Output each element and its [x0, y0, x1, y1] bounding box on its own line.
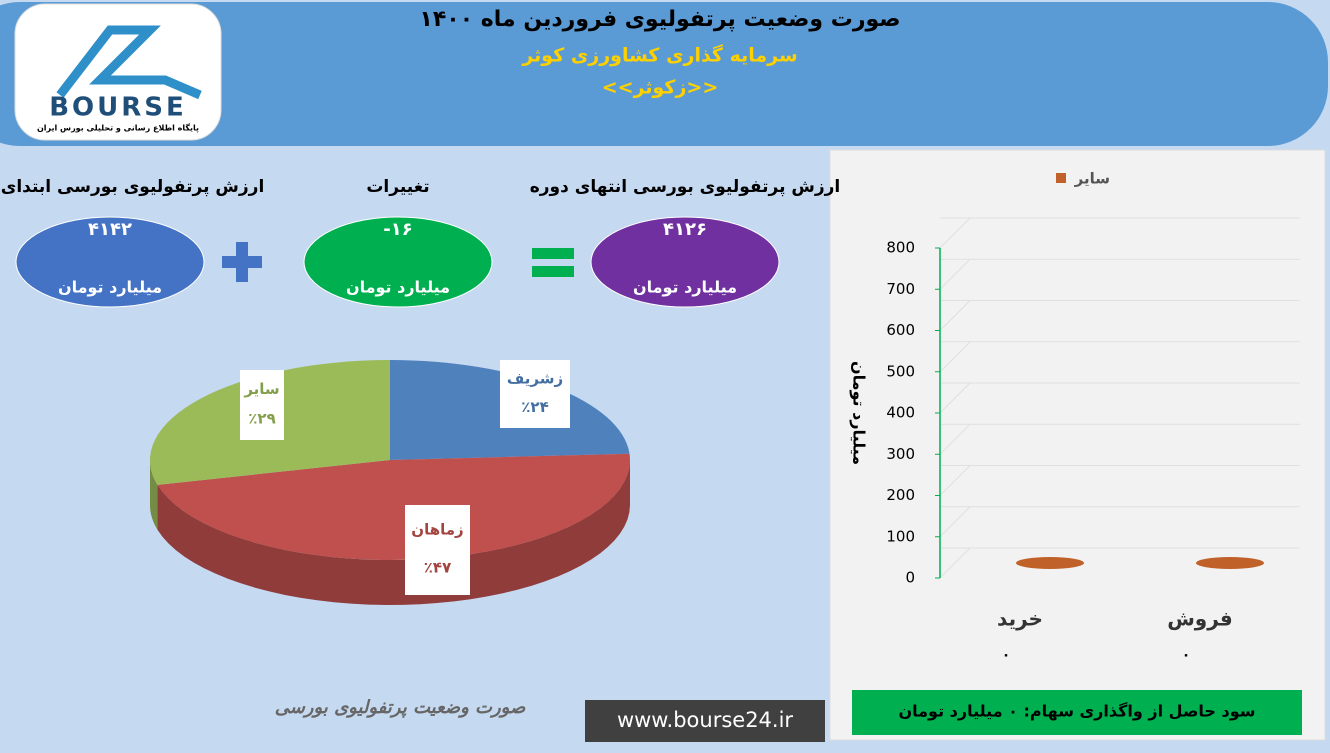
pie-label-name: زشریف: [507, 370, 563, 388]
bar-panel: [829, 149, 1326, 741]
logo-box: [14, 3, 222, 141]
pie-label-value: ٪۲۹: [248, 410, 275, 428]
x-tick-label: خرید: [997, 607, 1043, 631]
summary-oval: [590, 216, 780, 308]
pie-label-name: زماهان: [411, 521, 463, 539]
header-band: [0, 2, 1328, 146]
y-tick-label: 200: [886, 486, 915, 504]
header-title: صورت وضعیت پرتفولیوی فروردین ماه ۱۴۰۰: [419, 7, 900, 32]
y-axis-title: میلیارد تومان: [850, 361, 869, 465]
summary-unit: میلیارد تومان: [58, 278, 162, 297]
profit-text: سود حاصل از واگذاری سهام: ۰ میلیارد توما…: [898, 702, 1255, 721]
pie-side: [150, 460, 158, 530]
summary-label: ارزش پرتفولیوی بورسی انتهای دوره: [530, 177, 841, 197]
pie-side: [157, 460, 630, 605]
y-tick-label: 500: [886, 362, 915, 380]
summary-oval: [15, 216, 205, 308]
pie-label-name: سایر: [243, 380, 279, 398]
grid-line: [939, 300, 971, 331]
legend-label: سایر: [1074, 170, 1110, 188]
grid-line: [939, 382, 971, 414]
grid-line: [939, 465, 971, 496]
summary-label: ارزش پرتفولیوی بورسی ابتدای دوره: [0, 177, 264, 197]
logo-mark: [56, 25, 202, 100]
summary-unit: میلیارد تومان: [346, 278, 450, 297]
pie-label-box: [240, 370, 284, 440]
plus: [222, 242, 262, 282]
summary-value: ۴۱۴۲: [88, 219, 132, 240]
y-tick-label: 800: [886, 239, 915, 257]
header-symbol: <<زکوثر>>: [602, 77, 719, 99]
summary-value: -۱۶: [383, 219, 412, 240]
y-tick-label: 700: [886, 280, 915, 298]
bar-value-label: ۰: [1002, 647, 1011, 663]
website-box: [585, 700, 825, 742]
summary-label: تغییرات: [366, 177, 429, 197]
y-tick-label: 100: [886, 527, 915, 545]
logo-tagline: پایگاه اطلاع رسانی و تحلیلی بورس ایران: [37, 123, 199, 134]
summary-value: ۴۱۲۶: [663, 219, 707, 240]
equals: [532, 248, 574, 277]
grid-line: [939, 423, 971, 455]
y-tick-label: 0: [905, 569, 915, 587]
profit-box: [852, 690, 1302, 735]
pie-slice: [157, 453, 630, 560]
bar-top: [1196, 557, 1264, 569]
y-tick-label: 300: [886, 445, 915, 463]
website: www.bourse24.ir: [617, 708, 793, 732]
summary-oval: [303, 216, 493, 308]
grid-line: [939, 506, 971, 538]
bar-value-label: ۰: [1182, 647, 1191, 663]
pie-label-value: ٪۲۴: [521, 398, 548, 416]
grid-line: [939, 258, 971, 290]
header-company: سرمایه گذاری کشاورزی کوثر: [521, 44, 797, 67]
grid-line: [939, 547, 971, 579]
pie-label-box: [500, 360, 570, 428]
y-tick-label: 400: [886, 404, 915, 422]
grid-line: [939, 341, 971, 373]
legend-swatch: [1056, 173, 1066, 183]
x-tick-label: فروش: [1167, 607, 1233, 631]
logo-text: BOURSE: [49, 93, 187, 123]
bar-top: [1016, 557, 1084, 569]
pie-label-box: [405, 505, 470, 595]
y-tick-label: 600: [886, 321, 915, 339]
caption: صورت وضعیت پرتفولیوی بورسی: [275, 697, 526, 718]
summary-unit: میلیارد تومان: [633, 278, 737, 297]
grid-line: [939, 217, 971, 249]
pie-label-value: ٪۴۷: [424, 559, 451, 577]
